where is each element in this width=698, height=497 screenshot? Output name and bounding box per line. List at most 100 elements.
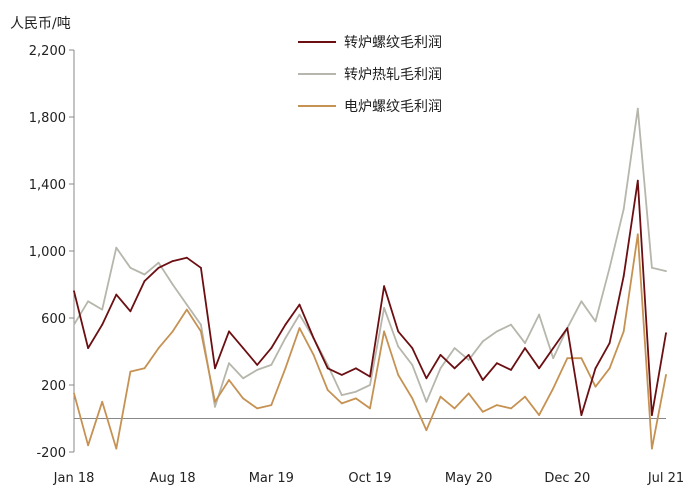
data-point: [129, 370, 132, 373]
data-point: [566, 357, 569, 360]
data-point: [185, 308, 188, 311]
data-point: [256, 407, 259, 410]
data-point: [87, 300, 89, 303]
data-point: [270, 364, 273, 366]
data-point: [298, 327, 301, 329]
x-tick-label: Mar 19: [249, 471, 294, 486]
data-point: [228, 362, 230, 365]
data-point: [594, 367, 597, 370]
data-point: [425, 429, 428, 432]
data-point: [622, 208, 625, 211]
data-point: [129, 310, 132, 313]
data-point: [467, 354, 470, 356]
data-point: [397, 374, 400, 376]
data-point: [101, 400, 104, 403]
series-lines: [73, 107, 667, 450]
data-point: [171, 283, 174, 286]
data-point: [608, 266, 611, 269]
data-point: [73, 323, 75, 326]
x-tick-label: Jan 18: [53, 471, 95, 486]
data-point: [157, 261, 160, 264]
data-point: [496, 404, 498, 406]
data-point: [171, 330, 174, 333]
data-point: [524, 347, 526, 349]
data-point: [439, 367, 442, 370]
x-tick-label: Aug 18: [150, 471, 196, 486]
data-point: [200, 323, 202, 326]
y-tick-labels: -200 200 600 1,000 1,400 1,800 2,200: [29, 44, 74, 461]
data-point: [636, 107, 639, 110]
x-tick-label: Dec 20: [544, 471, 590, 486]
data-point: [284, 323, 287, 326]
data-point: [524, 395, 526, 398]
data-point: [73, 290, 75, 293]
data-point: [143, 367, 146, 370]
data-point: [340, 402, 343, 405]
data-point: [397, 330, 400, 333]
data-point: [383, 307, 385, 309]
data-point: [538, 313, 540, 316]
data-point: [157, 347, 160, 349]
data-point: [651, 447, 653, 450]
legend-label: 转炉热轧毛利润: [344, 67, 442, 83]
y-tick-label: 1,400: [29, 178, 66, 193]
data-point: [481, 410, 484, 413]
data-point: [510, 369, 512, 371]
data-point: [383, 285, 385, 288]
y-tick-label: 600: [41, 312, 66, 327]
data-point: [467, 359, 470, 361]
data-point: [214, 405, 216, 408]
data-point: [481, 379, 484, 381]
data-point: [566, 327, 569, 329]
data-point: [200, 266, 202, 269]
series-line-0: [73, 179, 667, 416]
data-point: [129, 266, 132, 269]
data-point: [312, 354, 315, 356]
data-point: [608, 367, 611, 370]
data-point: [552, 347, 555, 349]
data-point: [157, 266, 160, 269]
data-point: [425, 377, 428, 380]
y-tick-label: 1,000: [29, 245, 66, 260]
y-tick-label: 2,200: [29, 44, 66, 59]
data-point: [143, 273, 146, 276]
data-point: [665, 270, 667, 272]
data-point: [580, 414, 583, 416]
data-point: [369, 375, 371, 378]
data-point: [200, 330, 202, 333]
data-point: [481, 340, 484, 343]
data-point: [538, 414, 540, 416]
data-point: [101, 308, 104, 311]
data-point: [298, 303, 301, 306]
data-point: [185, 256, 188, 259]
data-point: [270, 404, 273, 406]
data-point: [298, 313, 301, 316]
data-point: [73, 392, 75, 395]
data-point: [608, 342, 611, 344]
data-point: [284, 367, 287, 370]
data-point: [439, 395, 442, 398]
x-tick-label: Jul 21: [647, 471, 684, 486]
data-point: [340, 394, 343, 396]
data-point: [115, 447, 118, 450]
data-point: [453, 347, 456, 349]
data-point: [214, 400, 216, 403]
x-tick-label: May 20: [445, 471, 493, 486]
data-point: [439, 354, 442, 356]
data-point: [101, 323, 104, 326]
data-point: [397, 345, 400, 348]
data-point: [270, 347, 273, 349]
legend-label: 转炉螺纹毛利润: [344, 35, 442, 51]
data-point: [326, 389, 329, 391]
data-point: [355, 390, 357, 393]
data-point: [636, 233, 639, 236]
data-point: [242, 347, 245, 349]
data-point: [228, 330, 230, 333]
data-point: [665, 374, 667, 376]
data-point: [242, 377, 245, 380]
data-point: [580, 300, 583, 303]
data-point: [326, 367, 329, 370]
data-point: [594, 320, 597, 323]
data-point: [411, 364, 414, 366]
